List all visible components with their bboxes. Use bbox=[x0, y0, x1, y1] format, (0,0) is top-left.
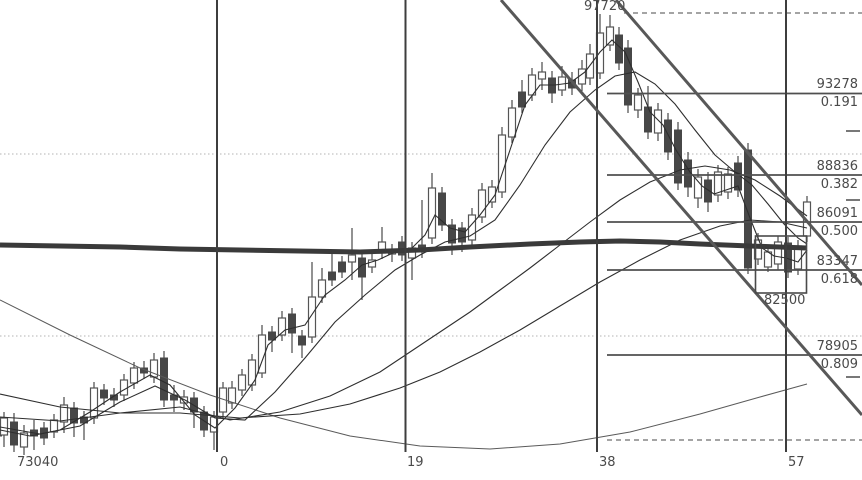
fib-ratio-label-0809: 0.809 bbox=[820, 357, 858, 372]
bull-candle bbox=[507, 107, 517, 138]
ma-thick-line bbox=[0, 238, 808, 255]
bull-candle bbox=[257, 334, 267, 374]
bear-candle bbox=[518, 91, 526, 108]
bull-candle bbox=[129, 367, 139, 384]
fib-ratio-label-0500: 0.500 bbox=[820, 224, 858, 239]
bull-candle bbox=[773, 241, 783, 265]
bull-candle bbox=[633, 94, 643, 111]
bear-candle bbox=[438, 192, 446, 226]
fib-price-label-0618: 83347 bbox=[816, 254, 858, 269]
x-axis-label-57: 57 bbox=[788, 455, 805, 470]
bear-candle bbox=[338, 261, 346, 273]
bull-candle bbox=[653, 109, 663, 134]
bull-candle bbox=[49, 419, 59, 433]
ma-medium-line bbox=[0, 71, 808, 435]
bull-candle bbox=[347, 254, 357, 263]
bear-candle bbox=[458, 227, 466, 243]
bull-candle bbox=[713, 171, 723, 196]
ma-slower-line bbox=[0, 219, 808, 419]
bear-candle bbox=[160, 357, 168, 401]
bear-candle bbox=[744, 149, 752, 269]
ma-slow-line bbox=[0, 165, 808, 422]
bull-candle bbox=[89, 387, 99, 419]
bear-candle bbox=[298, 335, 306, 346]
bull-candle bbox=[605, 26, 615, 46]
bull-candle bbox=[237, 374, 247, 391]
bull-candle bbox=[753, 239, 763, 260]
bear-candle bbox=[644, 106, 652, 133]
bull-candle bbox=[19, 432, 29, 448]
ma-fast-line bbox=[0, 39, 808, 437]
fib-price-label-0809: 78905 bbox=[816, 339, 858, 354]
swing-high-price-label: 97720 bbox=[584, 0, 626, 14]
price-level-box bbox=[754, 235, 808, 294]
x-axis-label-19: 19 bbox=[407, 455, 424, 470]
x-axis-label-0: 0 bbox=[220, 455, 229, 470]
bull-candle bbox=[277, 317, 287, 336]
bull-candle bbox=[59, 404, 69, 423]
bull-candle bbox=[537, 71, 547, 80]
x-axis-label-38: 38 bbox=[599, 455, 616, 470]
bear-candle bbox=[448, 224, 456, 244]
fib-ratio-label-0382: 0.382 bbox=[820, 177, 858, 192]
bull-candle bbox=[477, 189, 487, 218]
fib-price-label-0191: 93278 bbox=[816, 77, 858, 92]
downtrend-line bbox=[614, 0, 862, 286]
fib-ratio-label-0191: 0.191 bbox=[820, 95, 858, 110]
level-box-price-label: 82500 bbox=[764, 293, 806, 308]
bull-candle bbox=[693, 176, 703, 199]
fib-price-label-0382: 88836 bbox=[816, 159, 858, 174]
bull-candle bbox=[307, 296, 317, 338]
ma-slowest-line bbox=[0, 299, 808, 450]
min-price-label: 73040 bbox=[17, 455, 59, 470]
bull-candle bbox=[427, 187, 437, 239]
bull-candle bbox=[119, 379, 129, 396]
bear-candle bbox=[268, 331, 276, 341]
downtrend-line bbox=[499, 0, 862, 416]
bull-candle bbox=[497, 134, 507, 193]
bull-candle bbox=[723, 173, 733, 193]
bear-candle bbox=[328, 271, 336, 281]
bear-candle bbox=[288, 313, 296, 334]
bear-candle bbox=[674, 129, 682, 184]
bear-candle bbox=[664, 119, 672, 153]
bull-candle bbox=[0, 417, 9, 436]
fib-ratio-label-0618: 0.618 bbox=[820, 272, 858, 287]
bear-candle bbox=[100, 389, 108, 399]
bull-candle bbox=[227, 387, 237, 404]
bear-candle bbox=[624, 47, 632, 106]
bear-candle bbox=[110, 394, 118, 401]
bear-candle bbox=[704, 179, 712, 203]
fib-price-label-0500: 86091 bbox=[816, 206, 858, 221]
bull-candle bbox=[317, 279, 327, 298]
